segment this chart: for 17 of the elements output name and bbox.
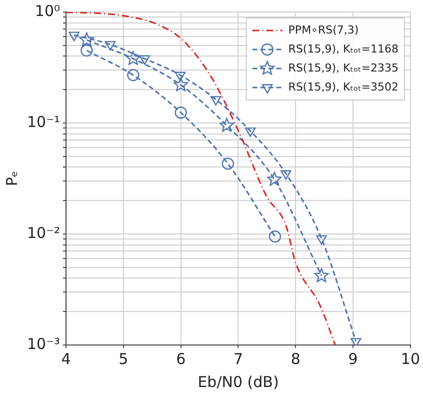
legend-label: RS(15,9), Kₜₒₜ=3502	[288, 80, 398, 94]
x-tick-label: 10	[400, 350, 420, 368]
legend-label: RS(15,9), Kₜₒₜ=1168	[288, 42, 398, 56]
legend-label: RS(15,9), Kₜₒₜ=2335	[288, 61, 398, 74]
y-tick-label: 10⁰	[34, 2, 60, 20]
y-tick-label: 10⁻¹	[26, 112, 60, 131]
x-tick-label: 9	[348, 350, 358, 368]
x-tick-label: 8	[290, 350, 300, 368]
x-tick-label: 6	[176, 350, 186, 368]
x-tick-label: 5	[118, 350, 128, 368]
y-tick-label: 10⁻³	[26, 334, 60, 353]
x-tick-label: 7	[233, 350, 244, 368]
legend-label: PPM∘RS(7,3)	[288, 23, 359, 36]
y-axis-title: Pₑ	[2, 170, 21, 186]
y-tick-label: 10⁻²	[26, 224, 60, 242]
x-tick-label: 4	[61, 350, 71, 368]
x-axis-title: Eb/N0 (dB)	[198, 372, 279, 391]
